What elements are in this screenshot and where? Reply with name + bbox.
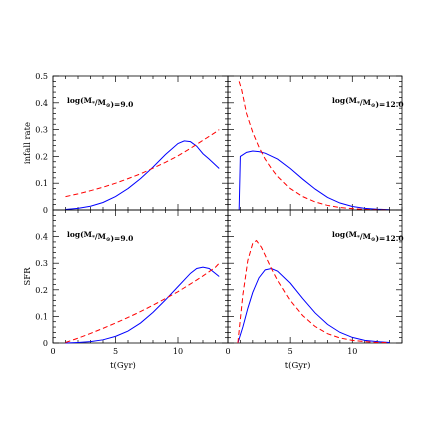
- y-tick-label: 0.3: [35, 259, 48, 268]
- panel-bottom-right: 0 5 10 t(Gyr) log(M*/M⊙)=12.0: [225, 209, 404, 371]
- y-tick-label: 0.4: [35, 233, 48, 242]
- y-tick-label: 0.3: [35, 126, 48, 135]
- x-axis-title: t(Gyr): [110, 360, 136, 371]
- series-line-solid-blue: [238, 150, 390, 211]
- series-line-solid-blue: [65, 140, 220, 210]
- panel-top-left: 0 0.1 0.2 0.3 0.4 0.5 infall rate log(M*/M⊙)=9.…: [23, 72, 229, 215]
- x-tick-label: 0: [50, 347, 55, 356]
- panel-top-right: log(M*/M⊙)=12.0: [227, 75, 404, 211]
- series-line-solid-blue: [65, 266, 220, 344]
- series-line-solid-blue: [237, 267, 390, 344]
- x-tick-label: 10: [173, 347, 183, 356]
- panel-annotation: log(M*/M⊙)=12.0: [332, 230, 404, 243]
- panel-bottom-left: 0 0.1 0.2 0.3 0.4 0 5 10 SFR t(Gyr) log(M*/M⊙)=9.0: [23, 209, 229, 371]
- series-line-dashed-red: [238, 81, 390, 211]
- panel-frame: [227, 209, 403, 344]
- panel-annotation: log(M*/M⊙)=9.0: [67, 230, 133, 243]
- x-tick-label: 10: [347, 347, 357, 356]
- y-tick-label: 0.2: [35, 152, 48, 161]
- series-line-dashed-red: [65, 129, 220, 198]
- chart-panels: 0 0.1 0.2 0.3 0.4 0.5 infall rate log(M*/M⊙)=9.…: [23, 72, 404, 371]
- y-axis-title: SFR: [23, 267, 33, 286]
- x-tick-label: 5: [288, 347, 293, 356]
- y-tick-label: 0: [43, 206, 48, 215]
- y-tick-label: 0: [43, 339, 48, 348]
- y-tick-label: 0.4: [35, 99, 48, 108]
- x-axis-title: t(Gyr): [285, 360, 311, 371]
- y-tick-label: 0.1: [35, 179, 48, 188]
- y-tick-label: 0.2: [35, 286, 48, 295]
- series-line-dashed-red: [65, 262, 220, 343]
- x-tick-label: 5: [113, 347, 118, 356]
- x-tick-label: 0: [225, 347, 230, 356]
- y-tick-label: 0.5: [35, 72, 48, 81]
- y-tick-label: 0.1: [35, 312, 48, 321]
- panel-annotation: log(M*/M⊙)=12.0: [332, 96, 404, 109]
- panel-annotation: log(M*/M⊙)=9.0: [67, 96, 133, 109]
- y-axis-title: infall rate: [23, 122, 33, 164]
- series-line-dashed-red: [237, 239, 390, 344]
- panel-frame: [227, 75, 403, 211]
